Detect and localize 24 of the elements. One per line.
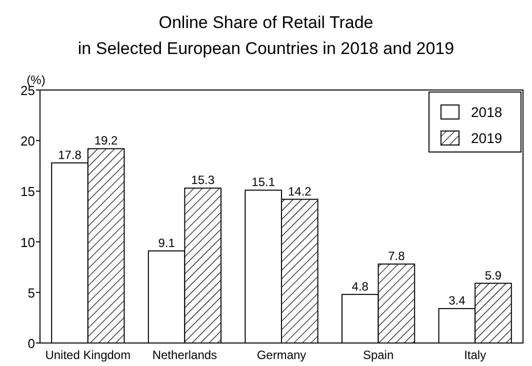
x-tick-label: Germany xyxy=(256,348,306,362)
y-axis-title: (%) xyxy=(26,73,46,87)
chart-title: Online Share of Retail Trade in Selected European Countries in 2018 and 2019 xyxy=(78,13,454,58)
data-label: 15.3 xyxy=(191,173,215,188)
data-label: 14.2 xyxy=(288,184,312,198)
y-tick-label: 10 xyxy=(20,234,35,250)
y-tick-label: 0 xyxy=(28,336,35,351)
x-tick-label: Italy xyxy=(464,348,486,362)
y-tick-label: 20 xyxy=(20,134,35,149)
x-tick-label: Spain xyxy=(362,348,394,362)
data-label: 5.9 xyxy=(484,268,502,282)
legend-label: 2018 xyxy=(471,104,502,120)
data-label: 19.2 xyxy=(94,134,118,148)
x-tick-label: United Kingdom xyxy=(45,348,131,362)
data-label: 15.1 xyxy=(252,175,276,190)
legend-label: 2019 xyxy=(471,130,502,146)
data-label: 17.8 xyxy=(58,148,82,162)
data-label: 3.4 xyxy=(448,294,466,308)
data-label: 9.1 xyxy=(158,236,176,250)
data-label: 4.8 xyxy=(352,279,369,294)
x-tick-label: Netherlands xyxy=(152,348,218,362)
y-tick-label: 5 xyxy=(28,285,35,300)
data-label: 7.8 xyxy=(388,249,406,264)
y-tick-label: 15 xyxy=(20,184,35,200)
